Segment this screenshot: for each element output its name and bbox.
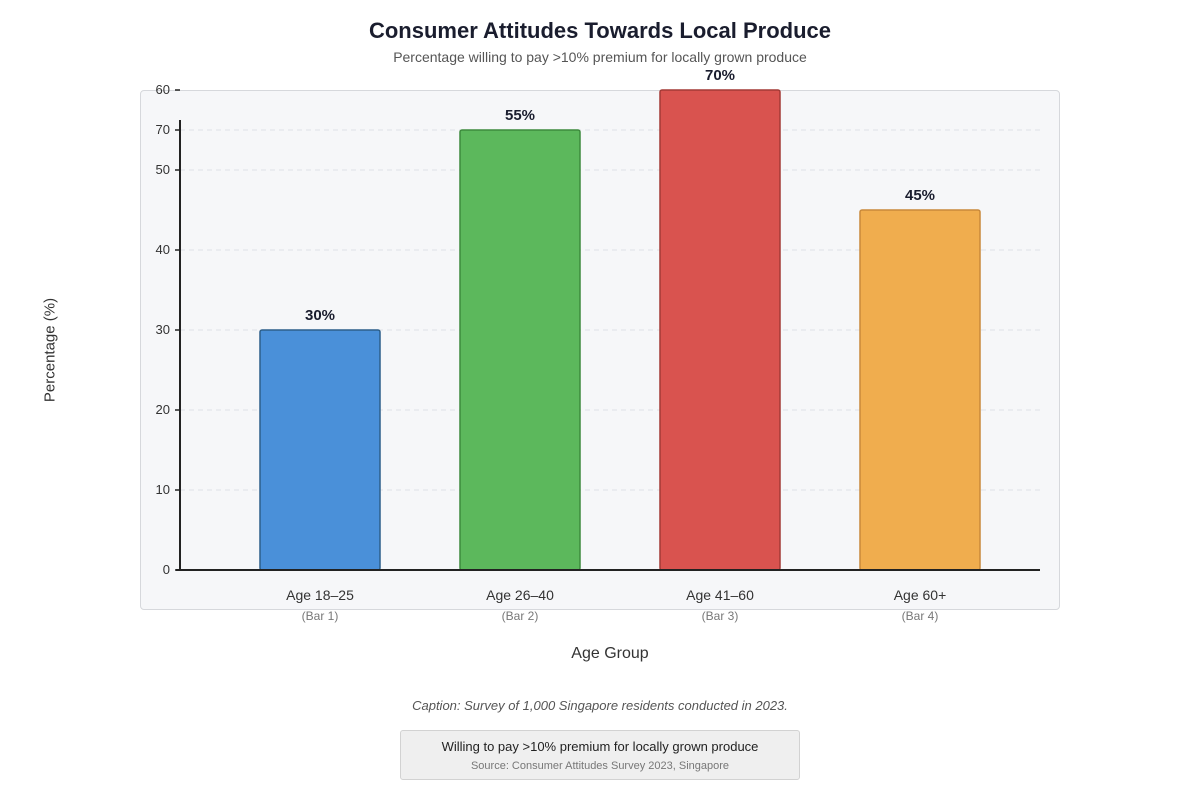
bar [859,209,981,571]
x-tick-label: Age 41–60 [686,587,754,603]
legend-box: Willing to pay >10% premium for locally … [400,730,800,780]
chart-title: Consumer Attitudes Towards Local Produce [368,18,832,43]
x-tick-sublabel: (Bar 4) [902,609,939,623]
x-tick-sublabel: (Bar 1) [302,609,339,623]
x-axis-title: Age Group [571,645,649,662]
bar [459,129,581,571]
bar [259,329,381,571]
y-tick-label: 0 [163,562,170,577]
chart-subtitle: Percentage willing to pay >10% premium f… [393,49,807,65]
y-tick-label: 70 [156,122,170,137]
bar-value-label: 70% [705,67,735,84]
source-note: Source: Consumer Attitudes Survey 2023, … [470,760,730,772]
y-tick-label: 50 [156,162,170,177]
bar-value-label: 55% [505,107,535,124]
x-tick-label: Age 18–25 [286,587,354,603]
x-tick-label: Age 26–40 [486,587,554,603]
y-tick-label: 10 [156,482,170,497]
y-tick-label: 40 [156,242,170,257]
y-axis-title: Percentage (%) [41,297,59,403]
bar-value-label: 45% [905,187,935,204]
y-tick-label: 20 [156,402,170,417]
y-tick-label: 30 [156,322,170,337]
y-tick-label: 60 [156,82,170,97]
legend-label: Willing to pay >10% premium for locally … [441,739,759,754]
x-tick-label: Age 60+ [894,587,947,603]
x-tick-sublabel: (Bar 3) [702,609,739,623]
bar-value-label: 30% [305,307,335,324]
x-tick-sublabel: (Bar 2) [502,609,539,623]
bar [659,89,781,571]
chart-caption: Caption: Survey of 1,000 Singapore resid… [412,698,788,713]
